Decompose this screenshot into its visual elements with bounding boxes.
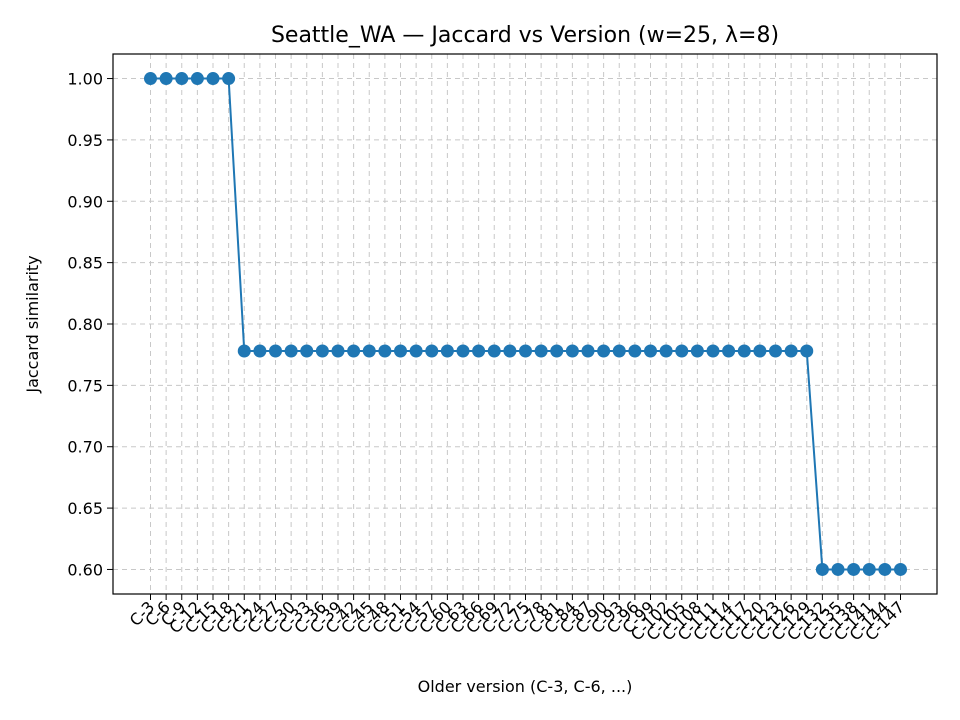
data-point (347, 344, 361, 358)
data-point (784, 344, 798, 358)
data-point (769, 344, 782, 358)
data-point (519, 344, 532, 358)
data-point (894, 562, 907, 576)
data-point (690, 344, 704, 358)
data-point (175, 72, 189, 86)
data-point (878, 562, 892, 576)
data-point (425, 344, 439, 358)
data-point (362, 344, 376, 358)
data-point (503, 344, 517, 358)
data-point (440, 344, 454, 358)
data-point (331, 344, 345, 358)
data-point (284, 344, 298, 358)
data-point (831, 562, 845, 576)
y-tick-label: 0.95 (67, 131, 103, 150)
series-group (144, 72, 907, 576)
data-point (222, 72, 236, 86)
data-point (300, 344, 314, 358)
data-point (847, 562, 861, 576)
data-point (675, 344, 689, 358)
y-tick-label: 0.65 (67, 499, 103, 518)
data-point (487, 344, 501, 358)
data-point (378, 344, 392, 358)
chart-title: Seattle_WA — Jaccard vs Version (w=25, λ… (271, 23, 779, 48)
y-tick-label: 1.00 (67, 70, 103, 89)
data-point (597, 344, 611, 358)
data-point (159, 72, 173, 86)
data-point (862, 562, 876, 576)
y-tick-label: 0.70 (67, 438, 103, 457)
data-point (815, 562, 829, 576)
data-point (659, 344, 673, 358)
data-point (737, 344, 751, 358)
data-point (800, 344, 814, 358)
data-point (550, 344, 564, 358)
data-point (409, 344, 423, 358)
data-point (315, 344, 329, 358)
data-point (206, 72, 220, 86)
y-axis-label: Jaccard similarity (23, 255, 42, 393)
data-point (722, 344, 736, 358)
data-point (456, 344, 470, 358)
data-point (237, 344, 251, 358)
data-point (581, 344, 595, 358)
data-point (753, 344, 767, 358)
y-tick-label: 0.60 (67, 560, 103, 579)
y-tick-label: 0.90 (67, 192, 103, 211)
data-point (534, 344, 548, 358)
data-point (565, 344, 579, 358)
data-point (706, 344, 720, 358)
data-point (628, 344, 642, 358)
data-point (612, 344, 626, 358)
data-point (472, 344, 486, 358)
y-tick-label: 0.85 (67, 254, 103, 273)
data-point (644, 344, 657, 358)
data-point (394, 344, 407, 358)
data-point (190, 72, 204, 86)
y-tick-label: 0.80 (67, 315, 103, 334)
grid-lines (113, 54, 937, 594)
data-point (253, 344, 267, 358)
data-point (269, 344, 282, 358)
data-point (144, 72, 157, 86)
x-axis-label: Older version (C-3, C-6, ...) (418, 677, 633, 696)
y-tick-label: 0.75 (67, 376, 103, 395)
y-axis: 0.60 0.65 0.70 0.75 0.80 0.85 0.90 0.95 1.00 (67, 70, 113, 579)
